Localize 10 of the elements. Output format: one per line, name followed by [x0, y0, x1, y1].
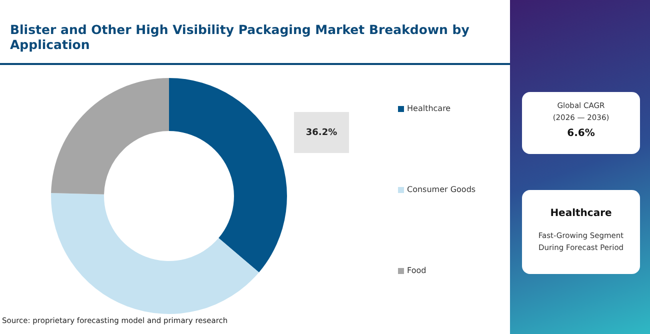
donut-slice — [169, 78, 287, 272]
text: 6.6% — [566, 128, 596, 139]
text: Healthcare — [549, 208, 613, 219]
donut-slice — [51, 78, 169, 194]
legend-label: Healthcare — [406, 104, 451, 113]
donut-slice — [51, 193, 259, 314]
chart-title: Blister and Other High Visibility Packaging Market Breakdown by Application — [10, 22, 470, 52]
legend-label: Consumer Goods — [406, 185, 476, 194]
data-label: 36.2% — [294, 112, 349, 153]
legend-label: Food — [406, 266, 426, 275]
